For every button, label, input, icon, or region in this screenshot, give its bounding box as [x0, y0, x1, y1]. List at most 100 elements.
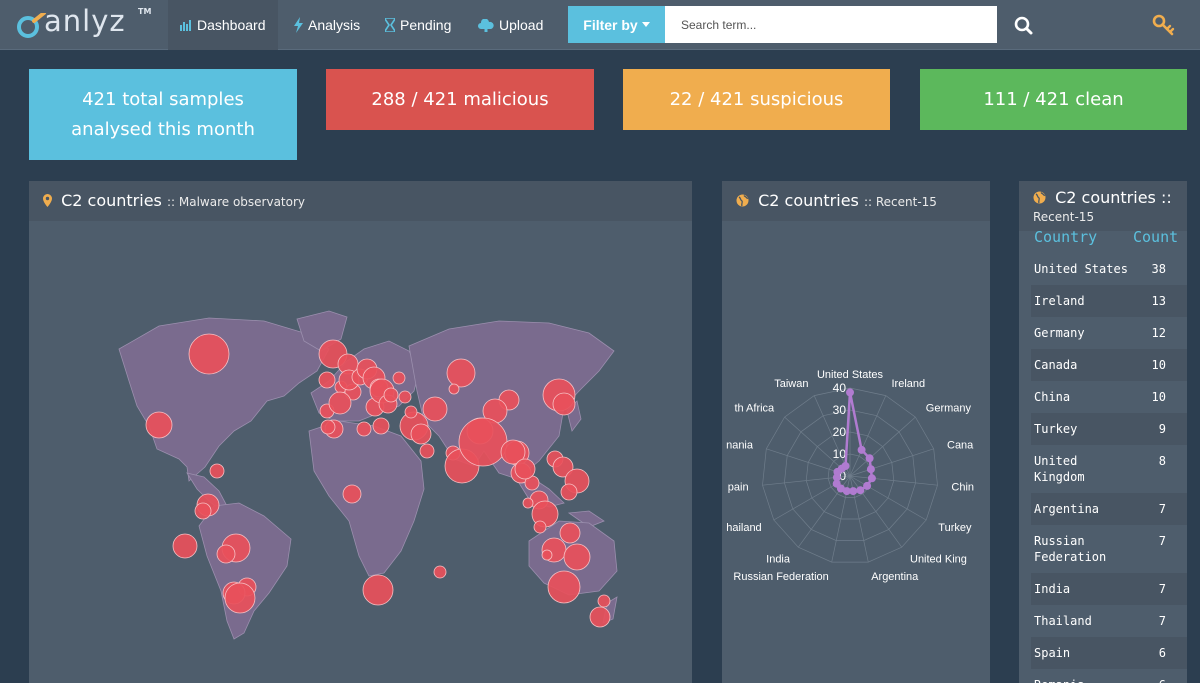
col-country-header[interactable]: Country — [1034, 228, 1098, 246]
c2-bubble[interactable] — [320, 419, 336, 435]
radar-panel-header: C2 countries :: Recent-15 — [722, 181, 990, 221]
nav-upload[interactable]: Upload — [466, 0, 555, 50]
c2-bubble[interactable] — [560, 483, 578, 501]
table-row[interactable]: Germany 12 — [1031, 317, 1187, 349]
map-bubbles — [145, 333, 611, 628]
table-row[interactable]: Romania6 — [1031, 669, 1187, 683]
table-panel-title: C2 countries :: — [1055, 188, 1172, 207]
c2-bubble[interactable] — [433, 565, 447, 579]
map-panel-subtitle: :: Malware observatory — [166, 195, 306, 209]
c2-bubble[interactable] — [342, 484, 362, 504]
table-row[interactable]: United States 38 — [1031, 253, 1187, 285]
c2-bubble[interactable] — [383, 387, 399, 403]
c2-bubble[interactable] — [547, 570, 581, 604]
c2-bubble[interactable] — [446, 358, 476, 388]
c2-bubble[interactable] — [559, 522, 581, 544]
c2-bubble[interactable] — [422, 396, 448, 422]
c2-bubble[interactable] — [216, 544, 236, 564]
c2-bubble[interactable] — [589, 606, 611, 628]
stat-suspicious: 22 / 421 suspicious — [623, 69, 890, 130]
c2-bubble[interactable] — [514, 458, 536, 480]
c2-bubble[interactable] — [552, 456, 574, 478]
c2-bubble[interactable] — [328, 391, 352, 415]
c2-bubble[interactable] — [458, 417, 508, 467]
table-row[interactable]: Russian Federation 7 — [1031, 525, 1187, 573]
table-row[interactable]: Ireland 13 — [1031, 285, 1187, 317]
count-cell: 8 — [1158, 454, 1166, 468]
c2-bubble[interactable] — [533, 520, 547, 534]
c2-bubble[interactable] — [145, 411, 173, 439]
c2-bubble[interactable] — [404, 405, 418, 419]
filter-by-dropdown[interactable]: Filter by — [568, 6, 665, 43]
table-row[interactable]: Canada 10 — [1031, 349, 1187, 381]
radar-chart[interactable]: United States Ireland Germany Cana Chin Turke… — [722, 221, 990, 683]
radar-point[interactable] — [832, 479, 841, 488]
count-cell: 6 — [1158, 646, 1166, 660]
search-input[interactable] — [665, 6, 997, 43]
table-row[interactable]: Thailand 7 — [1031, 605, 1187, 637]
c2-bubble[interactable] — [392, 371, 406, 385]
radar-point[interactable] — [849, 487, 858, 496]
c2-bubble[interactable] — [188, 333, 230, 375]
c2-bubble[interactable] — [597, 594, 611, 608]
radar-point[interactable] — [863, 481, 872, 490]
table-row[interactable]: China 10 — [1031, 381, 1187, 413]
radar-point[interactable] — [867, 474, 876, 483]
c2-bubble[interactable] — [448, 383, 460, 395]
col-count-header[interactable]: Count — [1133, 228, 1179, 246]
radar-spoke — [849, 475, 927, 521]
radar-grid-ring — [805, 431, 895, 520]
c2-bubble[interactable] — [356, 421, 372, 437]
c2-bubble[interactable] — [172, 533, 198, 559]
radar-point[interactable] — [866, 465, 875, 474]
map-panel-title: C2 countries — [61, 191, 162, 210]
radar-point[interactable] — [841, 462, 850, 470]
nav-pending[interactable]: Pending — [373, 0, 463, 50]
country-cell: Argentina — [1034, 502, 1100, 516]
table-row[interactable]: India 7 — [1031, 573, 1187, 605]
stat-malicious-text: 288 / 421 malicious — [371, 88, 549, 110]
radar-axis-label: Russian Federation — [733, 571, 828, 583]
count-cell: 10 — [1151, 358, 1166, 372]
table-row[interactable]: Argentina 7 — [1031, 493, 1187, 525]
radar-axis-label: hailand — [726, 522, 761, 534]
brand-name: anlyz — [44, 4, 126, 38]
table-row[interactable]: Spain 6 — [1031, 637, 1187, 669]
c2-bubble[interactable] — [563, 543, 591, 571]
radar-point[interactable] — [846, 388, 854, 397]
c2-bubble[interactable] — [410, 423, 432, 445]
c2-bubble[interactable] — [318, 371, 336, 389]
radar-spoke — [849, 395, 887, 477]
radar-panel-title: C2 countries — [758, 191, 859, 210]
nav-analysis[interactable]: Analysis — [282, 0, 372, 50]
key-icon[interactable] — [1150, 12, 1178, 40]
c2-bubble[interactable] — [398, 390, 412, 404]
radar-spoke — [849, 416, 916, 477]
c2-bubble[interactable] — [552, 392, 576, 416]
radar-point[interactable] — [856, 486, 865, 495]
c2-bubble[interactable] — [372, 417, 390, 435]
c2-bubble[interactable] — [362, 574, 394, 606]
world-map[interactable] — [29, 221, 692, 683]
map-marker-icon — [43, 194, 52, 207]
radar-point[interactable] — [865, 454, 874, 463]
count-cell: 7 — [1158, 582, 1166, 596]
radar-axis-label: Turkey — [938, 522, 972, 534]
bar-chart-icon — [180, 20, 191, 31]
c2-map-panel: C2 countries :: Malware observatory — [29, 181, 692, 683]
table-row[interactable]: United Kingdom 8 — [1031, 445, 1187, 493]
c2-bubble[interactable] — [522, 497, 534, 509]
radar-grid-ring — [762, 387, 938, 563]
radar-axis-label: nania — [726, 440, 754, 452]
brand-logo[interactable]: anlyz TM — [14, 4, 164, 45]
c2-bubble[interactable] — [541, 549, 553, 561]
nav-dashboard[interactable]: Dashboard — [168, 0, 278, 50]
radar-point[interactable] — [857, 445, 866, 454]
c2-bubble[interactable] — [224, 582, 256, 614]
c2-bubble[interactable] — [194, 502, 212, 520]
c2-bubble[interactable] — [500, 439, 526, 465]
c2-bubble[interactable] — [419, 443, 435, 459]
search-icon[interactable] — [1010, 12, 1038, 40]
c2-bubble[interactable] — [209, 463, 225, 479]
table-row[interactable]: Turkey 9 — [1031, 413, 1187, 445]
